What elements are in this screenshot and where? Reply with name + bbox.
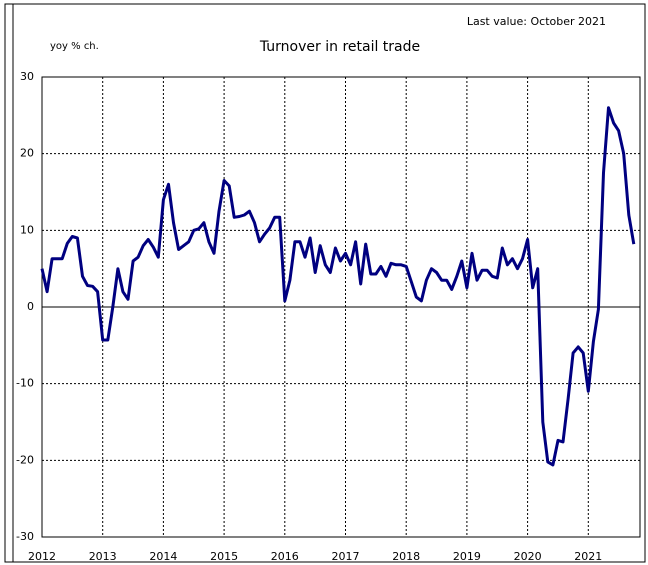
x-tick-label: 2017 xyxy=(332,550,360,563)
y-tick-label: -10 xyxy=(16,377,34,390)
annotation: Last value: October 2021 xyxy=(467,15,606,28)
x-tick-label: 2019 xyxy=(453,550,481,563)
y-tick-label: -20 xyxy=(16,453,34,466)
chart-title: Turnover in retail trade xyxy=(259,39,420,55)
x-tick-label: 2015 xyxy=(210,550,238,563)
plot-frame xyxy=(41,76,641,538)
x-tick-label: 2012 xyxy=(28,550,56,563)
outer-frame xyxy=(4,3,646,563)
x-tick-label: 2020 xyxy=(514,550,542,563)
x-tick-label: 2016 xyxy=(271,550,299,563)
x-tick-label: 2014 xyxy=(149,550,177,563)
y-tick-label: -30 xyxy=(16,530,34,543)
x-tick-label: 2018 xyxy=(392,550,420,563)
y-tick-label: 0 xyxy=(27,300,34,313)
y-tick-label: 30 xyxy=(20,70,34,83)
data-line xyxy=(40,106,636,467)
x-tick-label: 2021 xyxy=(574,550,602,563)
x-tick-label: 2013 xyxy=(89,550,117,563)
y-axis-label: yoy % ch. xyxy=(50,41,99,52)
y-tick-label: 10 xyxy=(20,223,34,236)
y-tick-label: 20 xyxy=(20,147,34,160)
